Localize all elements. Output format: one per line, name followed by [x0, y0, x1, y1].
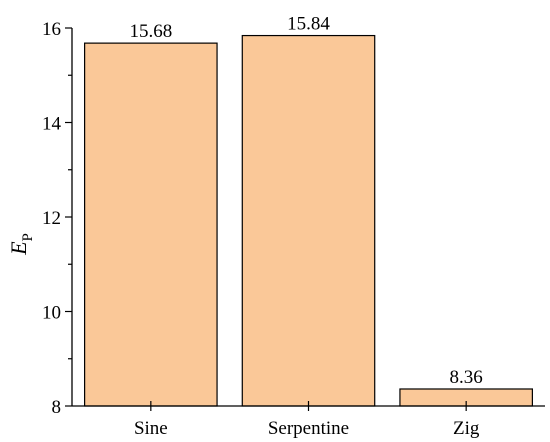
y-tick-label-16: 16 [42, 19, 61, 40]
bar-sine [84, 42, 218, 407]
x-tick-label-zig: Zig [453, 418, 480, 439]
y-tick-label-8: 8 [52, 397, 62, 418]
y-tick-label-12: 12 [42, 208, 61, 229]
data-label-serpentine: 15.84 [287, 14, 330, 35]
data-label-zig: 8.36 [450, 367, 483, 388]
bar-serpentine [241, 34, 376, 407]
x-tick-label-serpentine: Serpentine [268, 418, 349, 439]
y-axis-label: EP [6, 233, 36, 256]
data-label-sine: 15.68 [129, 21, 172, 42]
y-axis-label-main: E [6, 241, 31, 256]
x-tick-label-sine: Sine [134, 418, 168, 439]
y-tick-label-10: 10 [42, 303, 61, 324]
plot-area: 15.68 Sine 15.84 Serpentine 8.36 Zig 8 10 12 14 16 [42, 14, 545, 439]
y-tick-label-14: 14 [42, 114, 62, 135]
y-axis-label-subscript: P [20, 233, 36, 241]
